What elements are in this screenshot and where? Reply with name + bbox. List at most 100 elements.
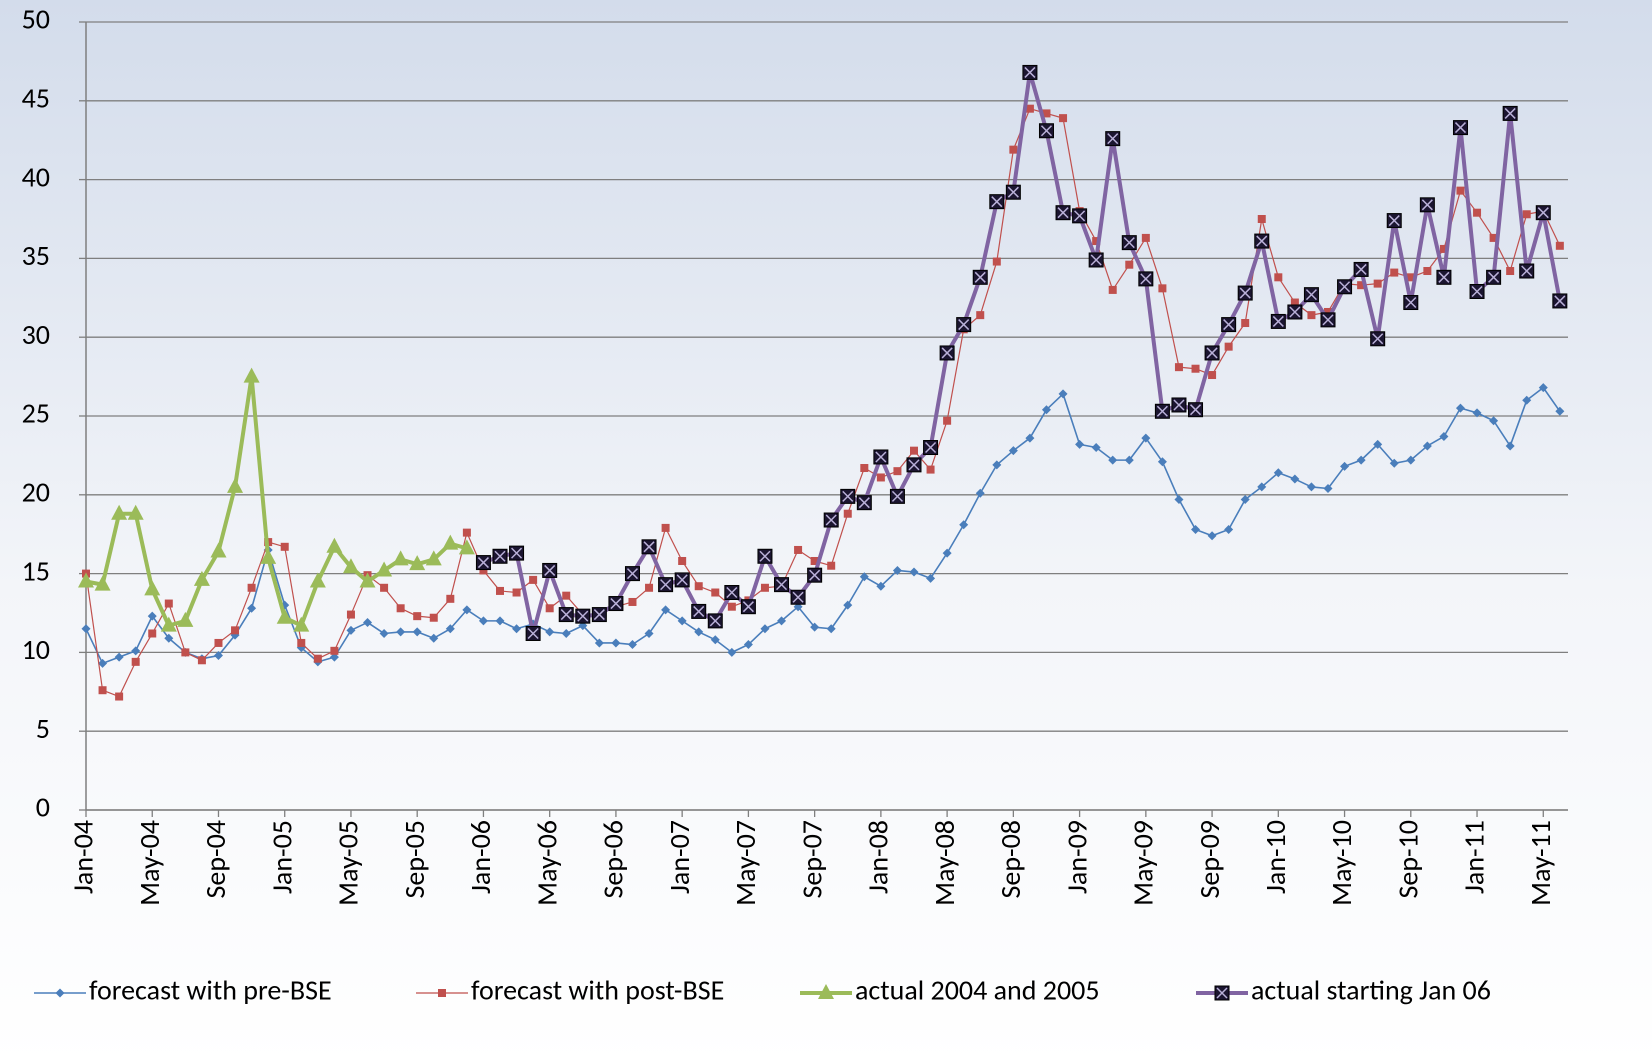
point (1489, 233, 1498, 242)
point (1357, 281, 1366, 290)
x-tick-label: May-07 (728, 820, 763, 906)
y-tick-label: 30 (22, 317, 50, 352)
point-cross (1173, 399, 1185, 411)
point (1340, 461, 1350, 471)
point-cross (1339, 281, 1351, 293)
point (392, 550, 409, 566)
point (363, 617, 373, 627)
point (1204, 345, 1220, 361)
point (197, 656, 206, 665)
point (1337, 279, 1353, 295)
point-cross (991, 196, 1003, 208)
series-markers (78, 367, 475, 632)
point-cross (1272, 315, 1284, 327)
series-markers (82, 104, 1564, 701)
point (777, 616, 787, 626)
point (1008, 446, 1018, 456)
point (512, 588, 521, 597)
point (247, 583, 256, 592)
point (1489, 416, 1499, 426)
y-tick-label: 15 (22, 553, 50, 588)
point (1370, 331, 1386, 347)
point (1406, 273, 1415, 282)
point (674, 572, 690, 588)
point (608, 596, 624, 612)
point (575, 608, 591, 624)
point (591, 607, 607, 623)
point-cross (527, 627, 539, 640)
point (1188, 402, 1204, 418)
point (1059, 114, 1068, 123)
point (1436, 269, 1452, 285)
point (359, 572, 376, 588)
point (644, 628, 654, 638)
point (148, 629, 157, 638)
point (475, 555, 491, 571)
point (876, 473, 885, 482)
point (1254, 233, 1270, 249)
point (694, 582, 703, 591)
point-cross (1189, 404, 1202, 416)
point (627, 640, 637, 650)
point (678, 556, 687, 565)
point (624, 566, 640, 582)
point (330, 646, 339, 655)
point (893, 467, 902, 476)
point (1224, 524, 1234, 534)
point (562, 591, 571, 600)
point (1535, 205, 1551, 221)
point (658, 577, 674, 593)
point (131, 646, 141, 656)
point (114, 652, 124, 662)
x-tick-label: Jan-11 (1457, 820, 1492, 894)
x-tick-label: Sep-09 (1192, 820, 1227, 898)
point (1307, 311, 1316, 320)
point (743, 640, 753, 650)
point (677, 616, 687, 626)
point-cross (709, 615, 721, 627)
point (860, 464, 869, 473)
point-cross (494, 550, 506, 562)
point (1290, 474, 1300, 484)
point-cross (1216, 987, 1228, 999)
x-tick-label: Jan-06 (463, 820, 498, 894)
point (1439, 244, 1448, 253)
point (992, 460, 1002, 470)
x-tick-label: Sep-10 (1390, 820, 1425, 898)
point (1257, 482, 1267, 492)
point (691, 603, 707, 619)
point (115, 692, 124, 701)
point (1469, 283, 1485, 299)
x-tick-label: May-08 (927, 820, 962, 906)
y-tick-label: 40 (22, 159, 50, 194)
point (313, 654, 322, 663)
x-tick-label: Jan-07 (662, 820, 697, 894)
point (81, 624, 91, 634)
point (55, 988, 65, 998)
point (529, 575, 538, 584)
point-cross (908, 459, 920, 471)
point-cross (1123, 237, 1135, 249)
point-cross (560, 609, 572, 621)
point-cross (660, 579, 672, 591)
point (823, 512, 839, 528)
point (1092, 237, 1101, 246)
point (376, 561, 393, 577)
point (943, 416, 952, 425)
legend-label: actual 2004 and 2005 (855, 973, 1100, 1008)
point (379, 628, 389, 638)
point (445, 624, 455, 634)
point-cross (1107, 133, 1119, 145)
point-cross (825, 514, 837, 526)
point (807, 567, 823, 583)
point-cross (1239, 287, 1251, 299)
point (1505, 441, 1515, 451)
point (462, 528, 471, 537)
point (1452, 120, 1468, 136)
point (1455, 403, 1465, 413)
point (727, 602, 736, 611)
x-tick-label: Jan-09 (1059, 820, 1094, 894)
point (1025, 433, 1035, 443)
point (906, 457, 922, 473)
